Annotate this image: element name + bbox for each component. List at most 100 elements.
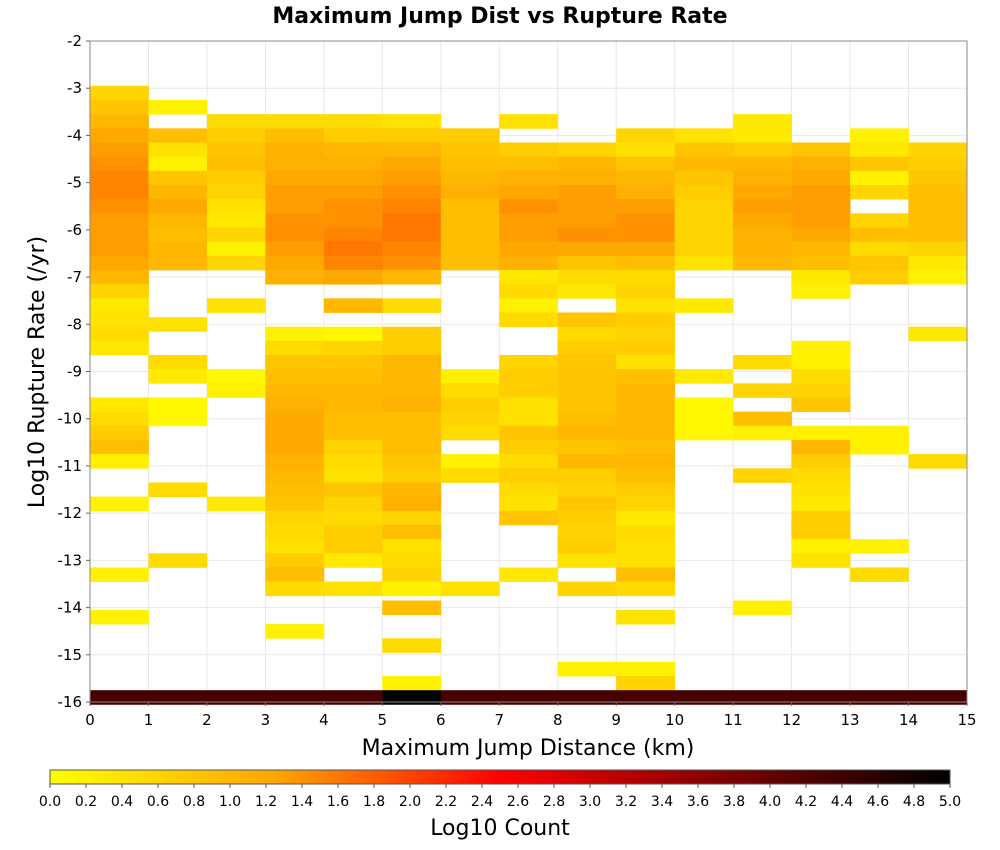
heatmap-cell [557,468,617,483]
y-tick-label: -14 [58,599,83,617]
heatmap-cell [616,340,676,356]
y-tick-label: -3 [67,79,82,97]
heatmap-cell [499,227,559,243]
heatmap-cell [733,411,792,427]
colorbar-tick-label: 3.2 [615,794,637,810]
heatmap-cell [499,269,559,285]
heatmap-cell [674,227,734,243]
colorbar-tick-label: 2.4 [471,794,493,810]
heatmap-cell [616,510,676,526]
heatmap-cell [850,425,909,441]
heatmap-cell [908,170,968,186]
heatmap-cell [557,156,617,172]
heatmap-cell [557,539,617,554]
heatmap-cell [382,510,442,526]
heatmap-cell [733,213,792,228]
heatmap-cell [90,609,149,625]
heatmap-cell [733,114,792,129]
heatmap-cell [265,326,325,342]
heatmap-cell [499,439,559,455]
heatmap-cell [850,156,909,172]
heatmap-cell [557,510,617,526]
heatmap-cell [791,369,851,384]
heatmap-cell [850,185,909,200]
heatmap-cell [265,369,325,384]
heatmap-cell [382,128,442,143]
heatmap-cell [908,185,968,200]
heatmap-cell [908,690,968,705]
heatmap-cell [499,142,559,158]
heatmap-cell [791,510,851,526]
heatmap-cell [733,156,792,172]
heatmap-cell [616,142,676,158]
heatmap-cell [791,199,851,214]
heatmap-cell [908,241,968,257]
heatmap-cell [382,553,442,568]
heatmap-cell [733,690,792,705]
heatmap-cell [557,397,617,413]
heatmap-cell [616,609,676,625]
heatmap-cell [616,298,676,313]
heatmap-cell [206,255,266,271]
colorbar-tick-label: 3.4 [651,794,673,810]
heatmap-cell [323,439,383,455]
heatmap-cell [616,690,676,705]
colorbar-tick-label: 5.0 [939,794,961,810]
heatmap-cell [616,383,676,398]
heatmap-cell [382,454,442,469]
heatmap-cell [148,553,208,568]
heatmap-cell [499,354,559,370]
heatmap-cell [791,354,851,370]
heatmap-cell [265,128,325,143]
heatmap-cell [440,383,500,398]
heatmap-cell [791,539,851,554]
heatmap-cell [674,128,734,143]
y-tick-label: -16 [58,693,83,711]
heatmap-cell [206,114,266,129]
heatmap-cell [323,468,383,483]
x-axis-ticks: 0 1 2 3 4 5 6 7 8 9 10 11 12 13 14 15 [85,702,977,729]
heatmap-cell [382,170,442,186]
heatmap-cell [499,425,559,441]
heatmap-cell [674,241,734,257]
heatmap-cell [382,690,442,705]
heatmap-cell [382,676,442,691]
heatmap-cell [265,454,325,469]
y-tick-label: -7 [67,268,82,286]
heatmap-cell [674,397,734,413]
heatmap-cell [908,227,968,243]
heatmap-cell [148,185,208,200]
heatmap-cell [90,312,149,328]
heatmap-cell [206,213,266,228]
heatmap-cell [557,496,617,512]
heatmap-cell [499,156,559,172]
heatmap-cell [616,524,676,540]
heatmap-cell [557,284,617,299]
x-tick-label: 13 [841,711,860,729]
x-tick-label: 11 [724,711,743,729]
x-tick-label: 8 [553,711,563,729]
heatmap-cell [616,369,676,384]
heatmap-cell [850,128,909,143]
heatmap-cell [440,454,500,469]
heatmap-cell [674,425,734,441]
colorbar-tick-label: 1.0 [219,794,241,810]
heatmap-cell [323,156,383,172]
heatmap-cell [616,312,676,328]
heatmap-cell [616,269,676,285]
heatmap-cell [557,661,617,677]
y-tick-label: -4 [67,126,82,144]
heatmap-cell [616,425,676,441]
heatmap-cell [791,284,851,299]
heatmap-cell [148,128,208,143]
heatmap-cell [90,213,149,228]
heatmap-cell [148,317,208,332]
colorbar-tick-label: 4.8 [903,794,925,810]
heatmap-cell [791,482,851,498]
heatmap-cell [440,468,500,483]
heatmap-cell [908,213,968,228]
heatmap-cell [733,354,792,370]
x-tick-label: 0 [85,711,95,729]
x-tick-label: 3 [261,711,271,729]
